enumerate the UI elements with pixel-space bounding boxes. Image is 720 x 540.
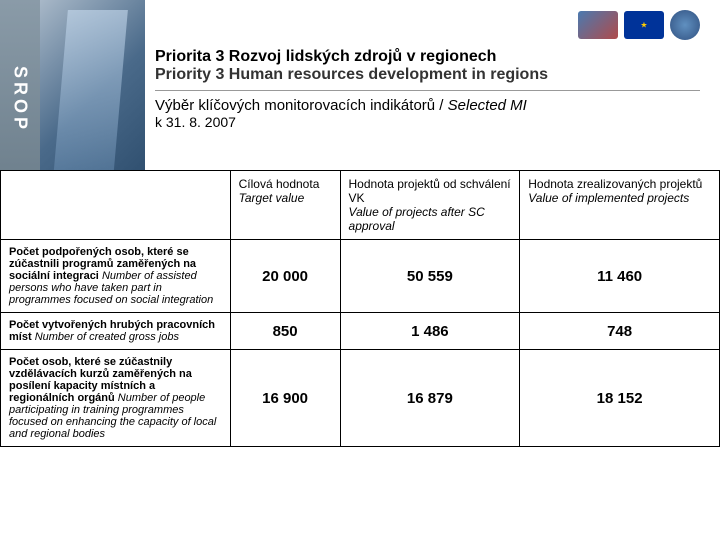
row-label-en: Number of created gross jobs bbox=[35, 331, 179, 343]
logo-bar bbox=[578, 10, 700, 40]
title-cz: Priorita 3 Rozvoj lidských zdrojů v regi… bbox=[155, 48, 700, 66]
indicators-table: Cílová hodnota Target value Hodnota proj… bbox=[0, 170, 720, 447]
row-value-approved: 16 879 bbox=[340, 350, 520, 447]
row-label: Počet podpořených osob, které se zúčastn… bbox=[1, 240, 231, 313]
subtitle-en: Selected MI bbox=[448, 97, 527, 114]
srop-logo-icon bbox=[578, 11, 618, 39]
header-approved: Hodnota projektů od schválení VK Value o… bbox=[340, 171, 520, 240]
subtitle-date: k 31. 8. 2007 bbox=[155, 114, 700, 130]
ministry-logo-icon bbox=[670, 10, 700, 40]
row-value-target: 850 bbox=[230, 313, 340, 350]
row-value-target: 16 900 bbox=[230, 350, 340, 447]
header-approved-en: Value of projects after SC approval bbox=[349, 205, 512, 233]
header: Priorita 3 Rozvoj lidských zdrojů v regi… bbox=[155, 48, 700, 130]
row-value-implemented: 18 152 bbox=[520, 350, 720, 447]
row-label: Počet vytvořených hrubých pracovních mís… bbox=[1, 313, 231, 350]
header-implemented-en: Value of implemented projects bbox=[528, 191, 711, 205]
header-target-cz: Cílová hodnota bbox=[239, 177, 332, 191]
eu-flag-icon bbox=[624, 11, 664, 39]
table-body: Počet podpořených osob, které se zúčastn… bbox=[1, 240, 720, 447]
divider bbox=[155, 90, 700, 91]
table-header-row: Cílová hodnota Target value Hodnota proj… bbox=[1, 171, 720, 240]
table-row: Počet osob, které se zúčastnily vzděláva… bbox=[1, 350, 720, 447]
subtitle-cz: Výběr klíčových monitorovacích indikátor… bbox=[155, 97, 435, 114]
row-value-target: 20 000 bbox=[230, 240, 340, 313]
header-target-en: Target value bbox=[239, 191, 332, 205]
row-value-approved: 50 559 bbox=[340, 240, 520, 313]
row-value-implemented: 748 bbox=[520, 313, 720, 350]
header-implemented-cz: Hodnota zrealizovaných projektů bbox=[528, 177, 711, 191]
row-value-implemented: 11 460 bbox=[520, 240, 720, 313]
table-row: Počet vytvořených hrubých pracovních mís… bbox=[1, 313, 720, 350]
row-value-approved: 1 486 bbox=[340, 313, 520, 350]
title-en: Priority 3 Human resources development i… bbox=[155, 66, 700, 84]
header-target: Cílová hodnota Target value bbox=[230, 171, 340, 240]
row-label: Počet osob, které se zúčastnily vzděláva… bbox=[1, 350, 231, 447]
header-approved-cz: Hodnota projektů od schválení VK bbox=[349, 177, 512, 205]
table-row: Počet podpořených osob, které se zúčastn… bbox=[1, 240, 720, 313]
header-empty bbox=[1, 171, 231, 240]
subtitle: Výběr klíčových monitorovacích indikátor… bbox=[155, 97, 700, 114]
header-implemented: Hodnota zrealizovaných projektů Value of… bbox=[520, 171, 720, 240]
